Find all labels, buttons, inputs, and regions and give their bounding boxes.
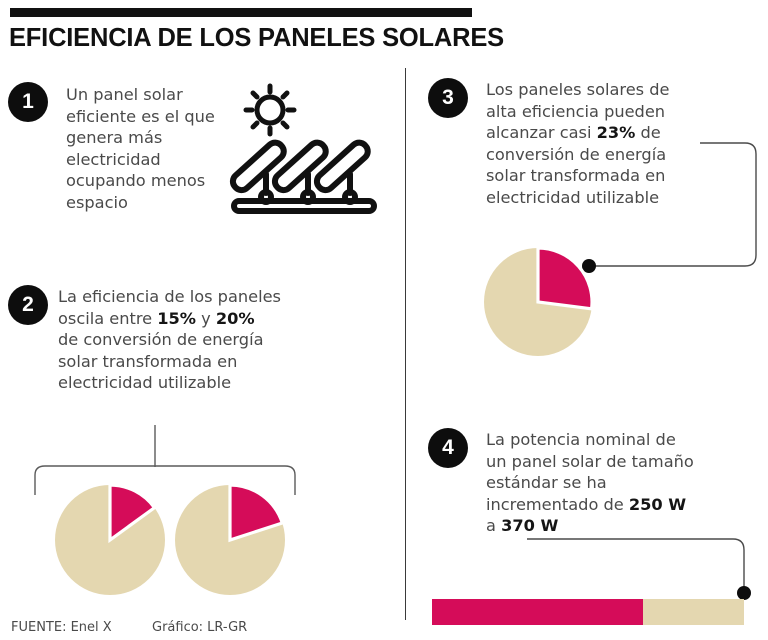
efficiency-low-pie xyxy=(55,483,165,595)
nominal-power-bar xyxy=(432,599,744,625)
efficiency-max-pie xyxy=(484,246,594,356)
pie-remainder-23 xyxy=(484,248,592,356)
pie-remainder-15 xyxy=(55,485,165,595)
page-title: EFICIENCIA DE LOS PANELES SOLARES xyxy=(9,24,504,52)
footer-source: FUENTE: Enel X xyxy=(11,620,112,635)
item-number-badge-3: 3 xyxy=(428,78,468,118)
highlight-15-percent: 15% xyxy=(157,308,197,328)
header-rule xyxy=(10,8,472,17)
highlight-370w: 370 W xyxy=(501,516,559,536)
pie-slice-23 xyxy=(536,246,594,311)
item-text-3: Los paneles solares de alta eficiencia p… xyxy=(486,80,670,207)
bar-segment-370w xyxy=(432,599,744,625)
highlight-23-percent: 23% xyxy=(596,123,636,143)
item-number-badge-4: 4 xyxy=(428,428,468,468)
leader-line-item4 xyxy=(527,538,745,588)
column-divider xyxy=(405,68,406,620)
item-number-badge-1: 1 xyxy=(8,82,48,122)
item-text-1: Un panel solar eficiente es el que gener… xyxy=(66,84,236,214)
leader-dot-item3 xyxy=(582,259,596,273)
bar-segment-250w xyxy=(432,599,643,625)
item-number-badge-2: 2 xyxy=(8,285,48,325)
item-text-4: La potencia nominal de un panel solar de… xyxy=(486,430,694,536)
efficiency-high-pie xyxy=(175,483,285,595)
solar-panel-icon xyxy=(228,82,380,218)
leader-dot-item4 xyxy=(737,586,751,600)
highlight-20-percent: 20% xyxy=(215,308,255,328)
item-1-body: Un panel solar eficiente es el que gener… xyxy=(66,85,215,212)
footer-credit: Gráfico: LR-GR xyxy=(152,620,248,635)
bracket-connector-item2 xyxy=(34,465,296,495)
pie-remainder-20 xyxy=(175,485,285,595)
pie-slice-15 xyxy=(108,483,157,544)
pie-slice-20 xyxy=(228,483,285,543)
highlight-250w: 250 W xyxy=(628,494,687,514)
item-text-2: La eficiencia de los paneles oscila entr… xyxy=(58,287,281,393)
